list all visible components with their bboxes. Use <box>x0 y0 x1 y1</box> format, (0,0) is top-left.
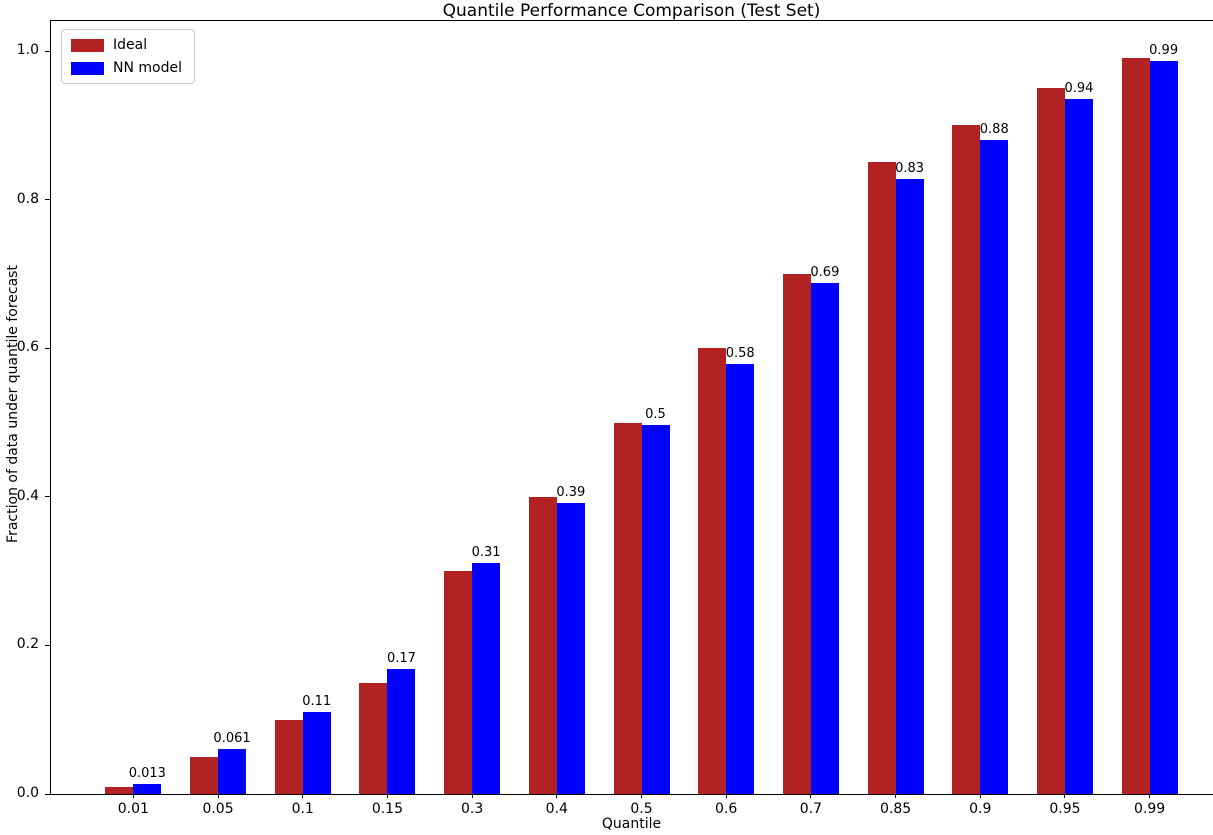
x-tick-label: 0.3 <box>460 801 484 817</box>
nn-model-bar <box>218 748 247 794</box>
nn-model-bar <box>556 502 585 794</box>
x-tick-label: 0.01 <box>117 801 149 817</box>
x-tick <box>725 794 727 798</box>
x-tick-label: 0.9 <box>969 801 992 817</box>
y-tick-label: 0.8 <box>16 190 39 207</box>
bar-value-label: 0.88 <box>979 122 1009 138</box>
nn-model-bar <box>1149 60 1178 794</box>
x-tick-label: 0.99 <box>1134 801 1166 817</box>
ideal-bar <box>444 571 473 794</box>
nn-model-bar <box>1064 98 1093 794</box>
bar-value-label: 0.69 <box>810 264 840 280</box>
ideal-bar <box>105 786 134 794</box>
x-tick-label: 0.1 <box>291 801 314 817</box>
y-tick-label: 1.0 <box>16 42 39 58</box>
y-tick <box>45 50 51 52</box>
x-tick <box>895 794 897 798</box>
x-tick-label: 0.4 <box>545 801 568 817</box>
y-tick-label: 0.4 <box>16 487 39 504</box>
x-tick <box>641 794 642 798</box>
x-tick <box>1149 794 1151 798</box>
nn-model-bar <box>133 784 162 794</box>
x-axis-label: Quantile <box>601 816 662 832</box>
legend-item-ideal: Ideal <box>71 37 182 53</box>
nn-model-bar <box>980 140 1009 794</box>
x-tick <box>1064 794 1066 798</box>
x-tick <box>810 794 812 798</box>
x-tick <box>302 794 304 798</box>
x-tick-label: 0.95 <box>1049 801 1081 817</box>
ideal-bar <box>952 125 981 794</box>
bar-value-label: 0.11 <box>302 693 332 709</box>
ideal-bar <box>867 162 896 794</box>
legend-label-nn-model: NN model <box>113 60 182 76</box>
nn-model-bar <box>810 282 839 794</box>
y-tick <box>45 644 51 646</box>
x-tick-label: 0.7 <box>799 801 822 817</box>
y-tick-label: 0.2 <box>16 636 39 653</box>
y-tick-label: 0.0 <box>16 785 39 801</box>
nn-model-bar <box>895 178 924 794</box>
legend-label-ideal: Ideal <box>113 37 148 53</box>
bar-value-label: 0.31 <box>471 544 501 560</box>
y-tick-label: 0.6 <box>16 339 39 356</box>
ideal-bar <box>274 719 303 794</box>
x-tick-label: 0.05 <box>202 801 234 817</box>
ideal-bar <box>698 348 727 794</box>
x-tick <box>217 794 219 798</box>
bar-value-label: 0.013 <box>128 766 166 782</box>
chart-title: Quantile Performance Comparison (Test Se… <box>442 1 821 21</box>
ideal-bar <box>528 496 557 794</box>
x-tick-label: 0.5 <box>630 801 653 817</box>
nn-model-bar <box>641 424 670 794</box>
bar-value-label: 0.5 <box>645 406 666 422</box>
bar-value-label: 0.39 <box>556 484 586 500</box>
bar-value-label: 0.061 <box>213 730 251 746</box>
x-tick-label: 0.15 <box>371 801 403 817</box>
ideal-bar <box>782 273 811 794</box>
legend-item-nn-model: NN model <box>71 60 182 76</box>
x-tick <box>471 794 473 798</box>
legend: Ideal NN model <box>61 29 195 84</box>
y-tick <box>45 199 51 201</box>
x-tick <box>556 794 558 798</box>
y-tick <box>45 347 51 349</box>
x-tick-label: 0.6 <box>715 801 738 817</box>
bar-value-label: 0.83 <box>895 160 925 176</box>
ideal-bar <box>359 682 388 794</box>
ideal-bar <box>1121 58 1150 794</box>
ideal-bar <box>1036 88 1065 794</box>
nn-model-swatch-icon <box>71 61 104 75</box>
x-tick <box>386 794 388 798</box>
nn-model-bar <box>387 669 416 794</box>
x-tick <box>979 794 981 798</box>
bar-value-label: 0.17 <box>386 651 416 667</box>
bar-value-label: 0.94 <box>1064 80 1094 96</box>
bar-value-label: 0.58 <box>725 345 755 361</box>
x-tick <box>132 794 134 798</box>
y-tick <box>45 793 51 795</box>
x-tick-label: 0.85 <box>879 801 912 817</box>
plot-area: Ideal NN model 0.0 0.2 0.4 0.6 0.8 1.0 0.013 0.… <box>17 20 1213 817</box>
nn-model-bar <box>726 363 755 794</box>
ideal-bar <box>613 422 642 794</box>
y-tick <box>45 496 51 498</box>
nn-model-bar <box>472 562 501 794</box>
ideal-bar <box>190 756 219 794</box>
y-axis-label: Fraction of data under quantile forecast <box>5 265 21 543</box>
bar-value-label: 0.99 <box>1149 42 1179 58</box>
nn-model-bar <box>302 711 331 794</box>
ideal-swatch-icon <box>71 38 104 52</box>
